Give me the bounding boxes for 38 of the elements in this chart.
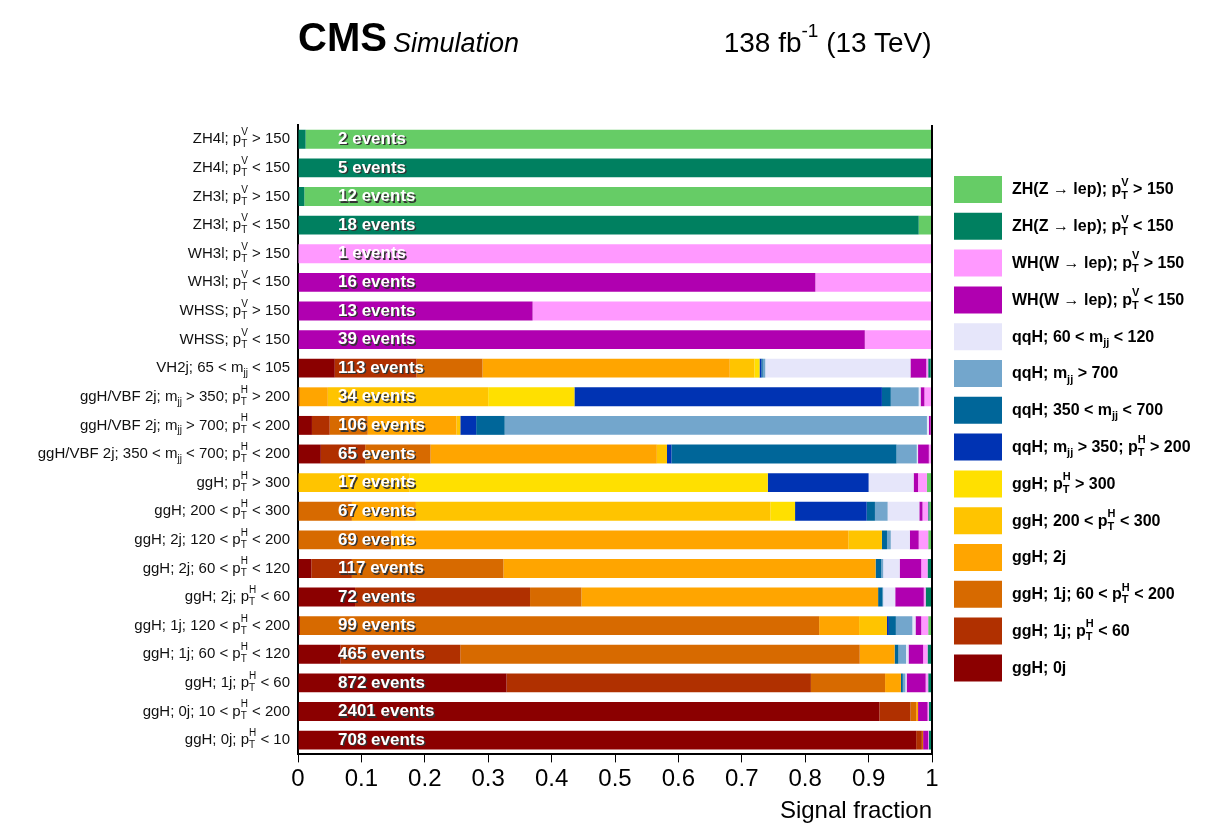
x-tick-label: 0.5: [598, 764, 632, 792]
annotation: 13 events: [338, 300, 416, 320]
x-tick-label: 0.1: [344, 764, 379, 792]
annotation: 2 events: [338, 128, 407, 148]
annotation: 16 events: [338, 272, 416, 292]
annotation: 2401 events: [338, 701, 435, 721]
x-tick-label: 0.3: [471, 764, 505, 792]
x-tick-label: 0.6: [661, 764, 696, 792]
annotation: 34 events: [338, 386, 416, 406]
x-tick-label: 0.2: [408, 764, 442, 792]
x-tick-label: 1: [925, 764, 939, 792]
annotation: 5 events: [338, 157, 407, 177]
chart-title: CMS: [298, 15, 387, 60]
x-tick-label: 0: [291, 764, 305, 792]
chart-subtitle: Simulation: [392, 27, 519, 58]
annotation: 113 events: [338, 357, 425, 377]
legend-label: ggH; 2j: [1012, 548, 1067, 566]
legend-label: ggH; 0j: [1012, 658, 1067, 676]
annotation: 65 events: [338, 443, 416, 463]
annotation: 465 events: [338, 643, 425, 663]
annotation: 17 events: [338, 472, 416, 492]
annotation: 69 events: [338, 529, 416, 549]
annotation: 708 events: [338, 729, 425, 749]
annotation: 117 events: [338, 558, 425, 578]
x-tick-label: 0.9: [851, 764, 886, 792]
annotation: 12 events: [338, 186, 416, 206]
annotation: 99 events: [338, 615, 416, 635]
x-tick-label: 0.7: [725, 764, 759, 792]
annotation: 67 events: [338, 500, 416, 520]
annotation: 1 events: [338, 243, 407, 263]
annotation: 72 events: [338, 586, 416, 606]
annotation: 106 events: [338, 415, 425, 435]
x-tick-label: 0.8: [788, 764, 822, 792]
annotation: 18 events: [338, 214, 416, 234]
x-axis-title: Signal fraction: [779, 796, 932, 824]
annotation: 872 events: [338, 672, 425, 692]
x-tick-label: 0.4: [534, 764, 569, 792]
annotation: 39 events: [338, 329, 416, 349]
